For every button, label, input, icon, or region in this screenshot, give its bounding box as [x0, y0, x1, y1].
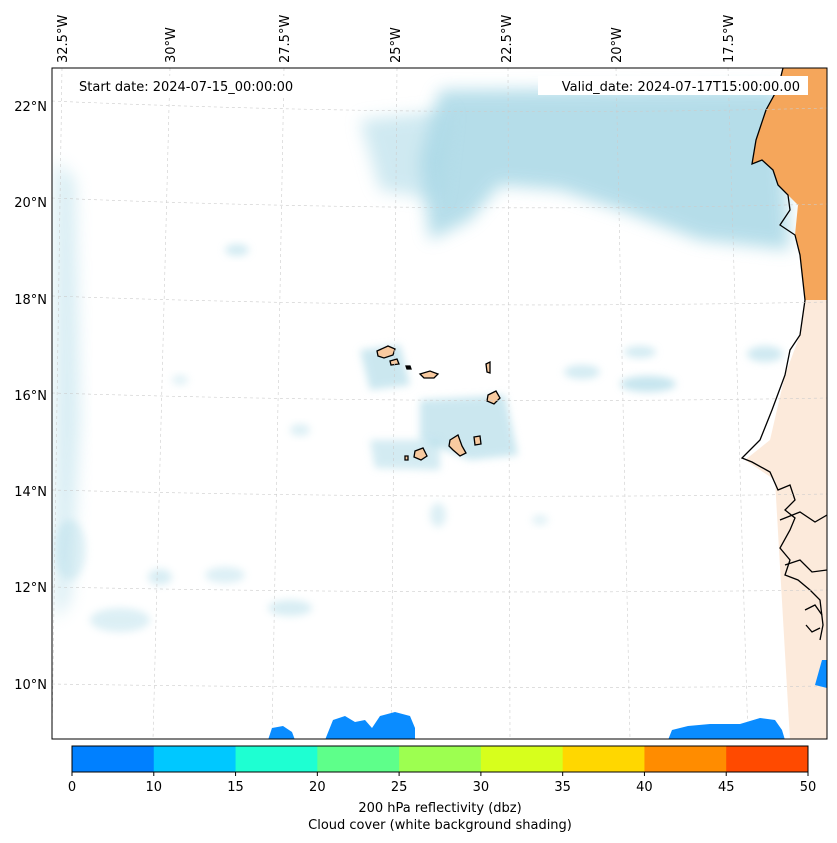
colorbar-segment	[153, 746, 237, 772]
lon-label: 22.5°W	[500, 15, 515, 63]
start-date-box	[70, 76, 315, 95]
lat-label: 22°N	[14, 100, 47, 115]
start-date-label: Start date: 2024-07-15_00:00:00	[79, 80, 293, 95]
island-santo-antao	[376, 345, 396, 359]
map-frame	[51, 67, 828, 740]
lon-label: 27.5°W	[278, 15, 293, 63]
lat-label: 18°N	[14, 293, 47, 308]
lat-label: 14°N	[14, 485, 47, 500]
colorbar-tick-label: 45	[718, 780, 735, 795]
colorbar-segment	[480, 746, 564, 772]
colorbar-frame	[71, 745, 809, 773]
cloud-cover-shading	[54, 88, 790, 632]
colorbar-tick-label: 50	[800, 780, 817, 795]
valid-date-box	[538, 76, 808, 95]
gridlines	[52, 68, 827, 739]
lon-label: 17.5°W	[722, 15, 737, 63]
colorbar-segment	[317, 746, 400, 772]
lat-label: 20°N	[14, 196, 47, 211]
colorbar-segment	[235, 746, 318, 772]
island-brava	[404, 455, 409, 461]
island-maio	[473, 435, 482, 446]
colorbar-sublabel: Cloud cover (white background shading)	[308, 818, 572, 833]
colorbar-label: 200 hPa reflectivity (dbz)	[358, 801, 522, 816]
lat-label: 16°N	[14, 389, 47, 404]
colorbar-tick-label: 0	[68, 780, 76, 795]
cape-verde-islands	[376, 345, 501, 461]
colorbar-segment	[72, 746, 155, 772]
longitude-labels: 32.5°W 30°W 27.5°W 25°W 22.5°W 20°W 17.5…	[56, 15, 737, 63]
valid-date-label: Valid_date: 2024-07-17T15:00:00.00	[562, 80, 800, 95]
colorbar-tick-label: 30	[473, 780, 490, 795]
island-fogo	[413, 447, 428, 461]
colorbar-tick-label: 20	[309, 780, 326, 795]
island-santiago	[448, 434, 467, 457]
colorbar: 0 10 15 20 25 30 35 40 45 50	[68, 745, 817, 795]
colorbar-segment	[726, 746, 809, 772]
colorbar-tick-label: 35	[554, 780, 571, 795]
africa-landmass	[740, 68, 827, 739]
colorbar-segment	[644, 746, 727, 772]
lon-label: 30°W	[164, 27, 179, 63]
lon-label: 25°W	[389, 27, 404, 63]
island-sal	[485, 360, 491, 374]
colorbar-tick-label: 25	[391, 780, 408, 795]
colorbar-tick-label: 10	[146, 780, 163, 795]
colorbar-segment	[562, 746, 645, 772]
colorbar-tick-label: 15	[227, 780, 244, 795]
island-santa-luzia	[405, 365, 412, 370]
lon-label: 20°W	[610, 27, 625, 63]
island-sao-nicolau	[418, 370, 440, 379]
lat-label: 10°N	[14, 678, 47, 693]
lon-label: 32.5°W	[56, 15, 71, 63]
latitude-labels: 22°N 20°N 18°N 16°N 14°N 12°N 10°N	[14, 100, 47, 693]
colorbar-segment	[399, 746, 482, 772]
colorbar-tick-label: 40	[636, 780, 653, 795]
lat-label: 12°N	[14, 581, 47, 596]
reflectivity-patches	[268, 660, 827, 739]
